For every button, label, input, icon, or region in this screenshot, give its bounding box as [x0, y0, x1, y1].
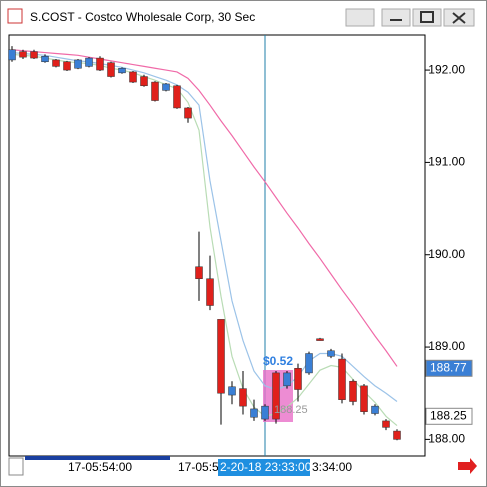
candle-body	[30, 51, 38, 59]
candle-body	[107, 62, 115, 77]
candle-body	[206, 278, 214, 306]
close-icon	[452, 12, 466, 24]
y-tick-label: 189.00	[428, 339, 465, 353]
price-marker	[425, 407, 473, 425]
candle-body	[173, 85, 181, 109]
y-tick-label: 188.00	[428, 432, 465, 446]
candle-body	[338, 358, 346, 400]
x-cursor-label-bg	[218, 459, 310, 476]
moving-average	[11, 49, 398, 367]
window-buttons[interactable]	[345, 8, 475, 27]
candle-body	[272, 372, 280, 420]
candle-body	[283, 372, 291, 387]
candle-body	[151, 81, 159, 101]
candle-body	[371, 405, 379, 414]
x-tick-label: 2-20-18 23:33:00	[220, 460, 312, 474]
candle-body	[217, 319, 225, 394]
measure-label: $0.52	[263, 354, 293, 368]
x-tick-label: 17-05:5	[178, 460, 219, 474]
candle-body	[250, 408, 258, 418]
candle-body	[239, 388, 247, 407]
candle-body	[349, 380, 357, 402]
candle-body	[294, 368, 302, 390]
minimize-button[interactable]	[381, 8, 411, 27]
candle-body	[305, 353, 313, 374]
scroll-right-arrow[interactable]	[458, 458, 477, 474]
candle-body	[393, 430, 401, 440]
candle-body	[316, 338, 324, 341]
link-button[interactable]	[345, 8, 375, 27]
candle-body	[129, 71, 137, 83]
candle-body	[8, 49, 16, 61]
candle-body	[140, 76, 148, 87]
candle-body	[74, 59, 82, 69]
candle-body	[261, 405, 269, 420]
measure-label: 188.25	[274, 404, 308, 416]
candle-body	[96, 57, 104, 71]
x-tick-label: 3:34:00	[312, 460, 352, 474]
y-tick-label: 191.00	[428, 155, 465, 169]
candle-body	[360, 385, 368, 412]
candle-body	[228, 386, 236, 396]
y-tick-label: 192.00	[428, 62, 465, 76]
candle-body	[19, 51, 27, 58]
candle-body	[184, 107, 192, 119]
x-tick-label: 17-05:54:00	[68, 460, 132, 474]
candle-body	[327, 350, 335, 357]
candle-body	[41, 55, 49, 63]
candle-body	[195, 266, 203, 279]
price-marker-label: 188.77	[430, 360, 467, 374]
candle-body	[162, 83, 170, 91]
price-marker-label: 188.25	[430, 408, 467, 422]
maximize-icon	[420, 11, 434, 23]
candle-body	[118, 67, 126, 74]
candle-body	[382, 420, 390, 428]
candle-body	[52, 59, 60, 67]
candle-body	[85, 57, 93, 67]
price-marker	[425, 359, 473, 377]
candle-body	[63, 61, 71, 71]
y-tick-label: 190.00	[428, 247, 465, 261]
scroll-left[interactable]	[8, 457, 24, 476]
app-icon	[7, 8, 23, 24]
window-title: S.COST - Costco Wholesale Corp, 30 Sec	[30, 10, 255, 24]
